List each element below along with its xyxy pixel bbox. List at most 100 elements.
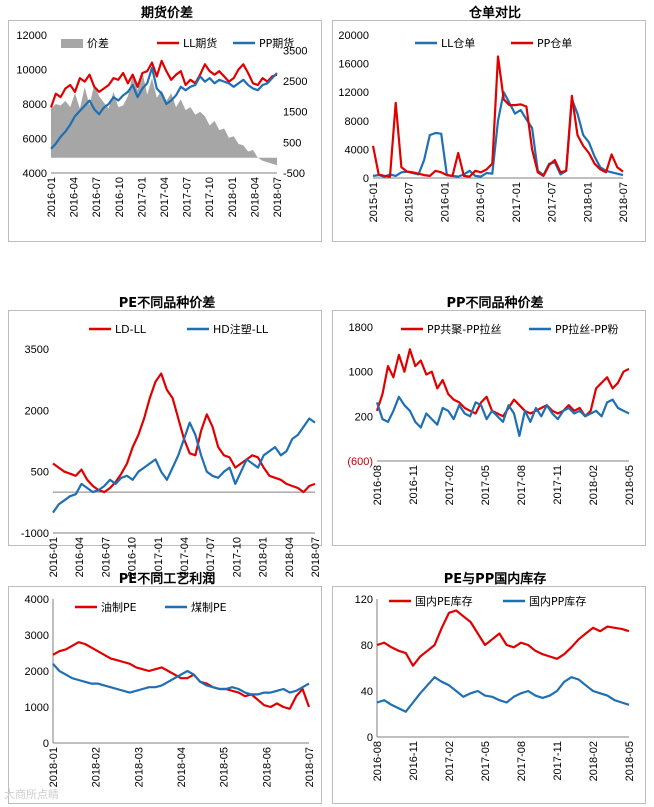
y-tick-label: 1800: [349, 322, 373, 334]
chart-svg: 0 40 80 120 2016-08 2016-11 2017-02 2017-05 2017…: [355, 594, 636, 781]
y-tick-label: 0: [43, 738, 49, 750]
x-tick-label: 2018-05: [219, 747, 231, 787]
legend-label: LL仓单: [441, 36, 475, 50]
chart-panel: 0 4000 8000 12000 16000 20000 2015-01 2015-07 20…: [332, 20, 646, 242]
chart-svg: -1000 500 2000 3500 2016-01 2016-04 2016-07 201…: [21, 322, 322, 577]
y2-tick-label: 3500: [283, 45, 307, 57]
x-tick-label: 2018-06: [261, 747, 273, 787]
y-tick-label: 3000: [25, 630, 49, 642]
y-tick-label: 2000: [25, 666, 49, 678]
x-tick-label: 2017-02: [444, 741, 456, 781]
watermark-text: 大商所点睛: [4, 788, 59, 801]
x-tick-label: 2016-07: [91, 177, 103, 217]
chart-panel: -1000 500 2000 3500 2016-01 2016-04 2016-07 201…: [8, 310, 322, 577]
legend-label: 国内PE库存: [415, 594, 473, 608]
x-tick-label: 2015-01: [368, 182, 380, 222]
x-tick-label: 2018-01: [582, 182, 594, 222]
series-line: [375, 395, 630, 438]
x-tick-label: 2017-01: [136, 177, 148, 217]
x-tick-label: 2017-05: [480, 465, 492, 505]
chart-panel: 4000 6000 8000 10000 12000 -500 500 1500 2500 350…: [8, 20, 322, 242]
x-tick-label: 2018-07: [304, 747, 316, 787]
chart-svg: 0 4000 8000 12000 16000 20000 2015-01 2015-07 20…: [338, 30, 630, 222]
x-tick-label: 2016-08: [372, 741, 384, 781]
y-tick-label: 120: [355, 594, 373, 606]
chart-title: 仓单对比: [468, 6, 521, 21]
y-tick-label: 10000: [16, 65, 47, 77]
x-tick-label: 2017-05: [480, 741, 492, 781]
y2-tick-label: 1500: [283, 107, 307, 119]
y-tick-label: 1000: [25, 702, 49, 714]
legend-label: 煤制PE: [191, 601, 227, 614]
x-tick-label: 2016-01: [48, 537, 60, 577]
x-tick-label: 2016-11: [408, 741, 420, 781]
legend-label: HD注塑-LL: [213, 322, 269, 336]
y-tick-label: 2000: [25, 405, 49, 417]
x-tick-label: 2018-03: [133, 747, 145, 787]
x-tick-label: 2017-04: [159, 177, 171, 217]
x-tick-label: 2018-07: [618, 182, 630, 222]
legend-label: 油制PE: [101, 600, 137, 614]
legend-label: PP拉丝-PP粉: [555, 322, 619, 336]
series-line: [376, 676, 630, 713]
x-tick-label: 2018-01: [258, 537, 270, 577]
x-tick-label: 2018-05: [624, 465, 636, 505]
y-tick-label: 40: [361, 686, 373, 698]
x-tick-label: 2017-07: [182, 177, 194, 217]
y-tick-label: 3500: [25, 344, 49, 356]
legend-label: LL期货: [183, 36, 217, 50]
y-tick-label: 8000: [23, 99, 47, 111]
y-tick-label: 12000: [338, 87, 369, 99]
chart-title: PE不同品种价差: [118, 296, 216, 311]
x-tick-label: 2016-08: [372, 465, 384, 505]
x-tick-label: 2017-08: [516, 465, 528, 505]
y-tick-label: 4000: [25, 594, 49, 606]
series-line: [376, 609, 630, 667]
chart-svg: 0 1000 2000 3000 4000 2018-01 2018-02 2018-03 20…: [25, 594, 316, 787]
x-tick-label: 2016-10: [127, 537, 139, 577]
chart-panel: (600) 200 1000 1800 2016-08 2016-11 2017-02 201…: [332, 310, 646, 546]
chart-title: PE与PP国内库存: [443, 572, 547, 587]
y-tick-label: 4000: [23, 168, 47, 180]
y-tick-label: 4000: [345, 144, 369, 156]
x-tick-label: 2017-07: [205, 537, 217, 577]
legend-label: 国内PP库存: [529, 594, 586, 608]
x-tick-label: 2017-10: [204, 177, 216, 217]
x-tick-label: 2017-01: [511, 182, 523, 222]
y-tick-label: 200: [355, 411, 373, 423]
chart-panel: 0 40 80 120 2016-08 2016-11 2017-02 2017-05 2017…: [332, 586, 646, 804]
y-tick-label: 16000: [338, 59, 369, 71]
series-line: [52, 372, 316, 494]
series-line: [372, 91, 624, 178]
x-tick-label: 2018-05: [624, 741, 636, 781]
y2-tick-label: 500: [283, 137, 301, 149]
y-tick-label: 0: [367, 732, 373, 744]
x-tick-label: 2017-04: [179, 537, 191, 577]
series-line: [52, 641, 311, 710]
y-tick-label: 500: [31, 467, 49, 479]
y-tick-label: 8000: [345, 116, 369, 128]
legend-label: PP期货: [259, 36, 294, 50]
x-tick-label: 2017-11: [552, 465, 564, 505]
x-tick-label: 2016-01: [439, 182, 451, 222]
y2-tick-label: -500: [283, 168, 305, 180]
legend-label: 价差: [87, 36, 109, 50]
series-line: [49, 59, 278, 108]
y-tick-label: 6000: [23, 134, 47, 146]
x-tick-label: 2017-11: [552, 741, 564, 781]
y-tick-label: 80: [361, 640, 373, 652]
x-tick-label: 2017-10: [231, 537, 243, 577]
x-tick-label: 2018-02: [91, 747, 103, 787]
chart-title: PP不同品种价差: [446, 296, 544, 311]
x-tick-label: 2018-02: [588, 465, 600, 505]
x-tick-label: 2016-11: [408, 465, 420, 505]
x-tick-label: 2016-07: [475, 182, 487, 222]
x-tick-label: 2018-01: [48, 747, 60, 787]
chart-title: PE不同工艺利润: [118, 572, 216, 587]
chart-svg: 4000 6000 8000 10000 12000 -500 500 1500 2500 350…: [16, 30, 307, 217]
x-tick-label: 2017-01: [153, 537, 165, 577]
x-tick-label: 2018-04: [249, 177, 261, 217]
y-tick-label: (600): [347, 456, 373, 468]
x-tick-label: 2017-08: [516, 741, 528, 781]
y-tick-label: -1000: [21, 528, 49, 540]
